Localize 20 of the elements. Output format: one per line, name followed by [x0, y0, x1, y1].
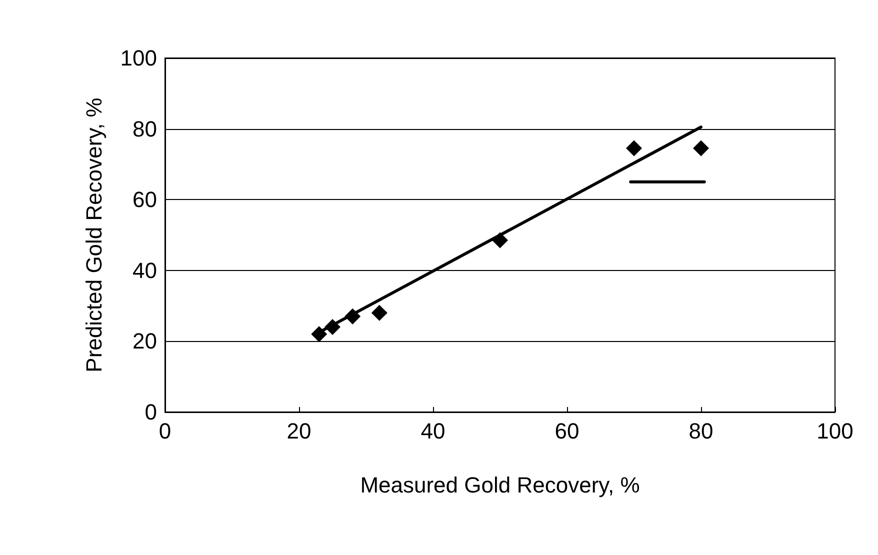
- y-tick-label: 80: [132, 116, 157, 142]
- x-tick-label: 20: [286, 418, 312, 444]
- y-tick-label: 40: [132, 258, 157, 283]
- y-tick-label: 60: [132, 187, 157, 212]
- x-tick-label: 60: [554, 418, 580, 444]
- point: [311, 326, 328, 342]
- point: [371, 304, 388, 321]
- x-tick-label: 80: [688, 418, 714, 444]
- point: [492, 232, 508, 248]
- point: [626, 140, 642, 156]
- y-axis-title: Predicted Gold Recovery, %: [82, 98, 106, 372]
- x-tick-label: 100: [816, 418, 854, 444]
- y-tick-label: 0: [144, 400, 157, 424]
- point: [324, 319, 340, 336]
- x-tick-label: 40: [420, 418, 446, 444]
- point: [344, 308, 361, 324]
- y-tick-label: 100: [120, 46, 157, 70]
- point: [693, 140, 709, 156]
- y-tick-label: 20: [132, 328, 157, 354]
- x-axis-title: Measured Gold Recovery, %: [360, 472, 640, 498]
